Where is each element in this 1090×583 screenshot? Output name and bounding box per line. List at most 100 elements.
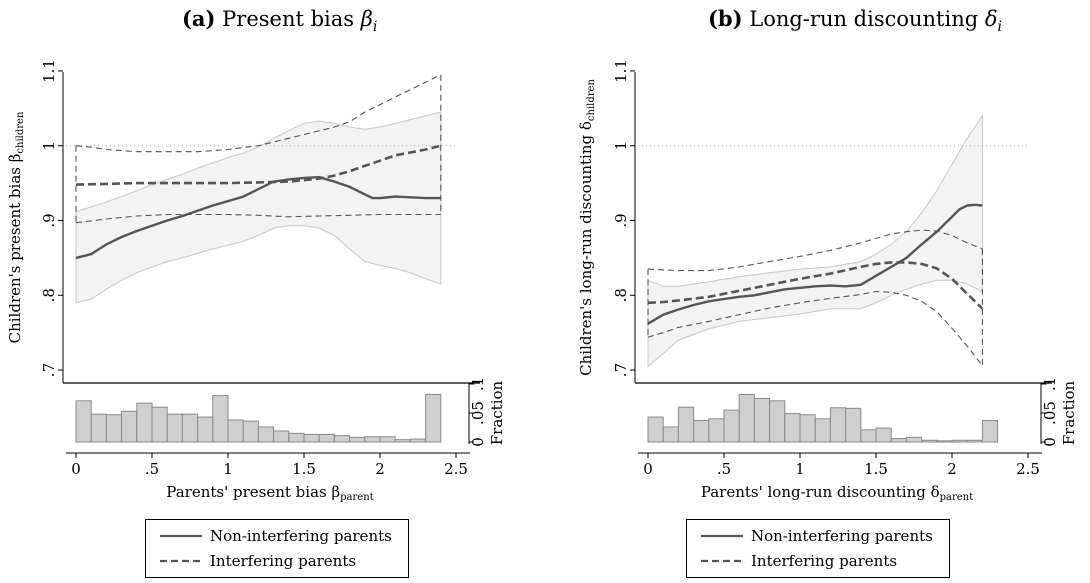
- panel-b-title: (b) Long-run discounting δi: [708, 6, 1002, 35]
- histogram-tick-label: .1: [469, 377, 487, 391]
- histogram-tick-label: .05: [469, 401, 487, 425]
- histogram-bar: [829, 407, 847, 443]
- histogram-bar: [677, 406, 695, 443]
- x-tick-label: 1: [795, 460, 805, 478]
- histogram-bar: [166, 413, 183, 443]
- histogram-bar: [257, 426, 275, 443]
- histogram-bar: [905, 436, 923, 443]
- legend-panel-a: Non-interfering parents Interfering pare…: [145, 519, 409, 578]
- histogram-tick-label: 0: [469, 437, 487, 447]
- interfering-mean-line: [647, 261, 984, 310]
- histogram-bar: [121, 410, 138, 443]
- interfering-mean-line: [75, 144, 442, 186]
- legend-panel-b: Non-interfering parents Interfering pare…: [686, 519, 950, 578]
- histogram-tick-label: 0: [1041, 437, 1059, 447]
- histogram-bar: [90, 413, 107, 443]
- y-tick-label: .7: [612, 363, 630, 377]
- histogram-bar: [769, 400, 786, 443]
- histogram-bar: [394, 439, 411, 443]
- x-tick-label: 2.5: [1016, 460, 1040, 478]
- y-tick-label: 1: [40, 141, 58, 151]
- interfering-ci-upper-line: [647, 229, 983, 272]
- y-tick-label: 1.1: [612, 59, 630, 83]
- y-tick-label: .8: [612, 288, 630, 302]
- y-tick-label: .9: [40, 213, 58, 227]
- x-tick-label: 2: [375, 460, 385, 478]
- histogram-bar: [181, 413, 199, 443]
- histogram-bar: [814, 418, 831, 443]
- histogram-bar: [333, 435, 351, 443]
- x-axis-label-subscript: parent: [340, 492, 374, 503]
- x-axis-label: Parents' long-run discounting δparent: [701, 483, 973, 503]
- panel-b-title-symbol: δ: [984, 7, 998, 31]
- histogram-bar: [151, 406, 168, 443]
- non-interfering-mean-line: [647, 203, 983, 325]
- histogram-bar: [197, 416, 214, 443]
- histogram-bar: [409, 438, 427, 443]
- y-tick-label: .7: [40, 363, 58, 377]
- panel-a-title: (a) Present bias βi: [182, 6, 377, 35]
- histogram-axis-label: Fraction: [488, 380, 506, 445]
- legend-label-non-interfering: Non-interfering parents: [751, 527, 933, 545]
- histogram-bar: [227, 419, 244, 443]
- histogram-bar: [318, 433, 335, 443]
- histogram-bar: [860, 429, 877, 443]
- histogram-bar: [981, 420, 999, 443]
- histogram-bar: [273, 430, 290, 443]
- histogram-bar: [799, 414, 816, 443]
- legend-label-non-interfering: Non-interfering parents: [210, 527, 392, 545]
- solid-line-swatch: [701, 534, 743, 538]
- legend-item-non-interfering: Non-interfering parents: [687, 524, 949, 548]
- panel-b-title-subscript: i: [997, 19, 1003, 36]
- interfering-ci-upper-line: [75, 74, 442, 153]
- histogram-bar: [753, 398, 771, 443]
- dashed-line-swatch: [160, 559, 202, 563]
- x-tick-label: 0: [643, 460, 653, 478]
- histogram-bar: [723, 409, 740, 443]
- histogram-bar: [425, 393, 442, 443]
- histogram-tick-label: .1: [1041, 377, 1059, 391]
- y-axis-label-subscript: children: [15, 111, 26, 154]
- y-axis-label-subscript: children: [586, 79, 597, 122]
- interfering-ci-lower-line: [647, 290, 983, 366]
- histogram-bar: [708, 418, 725, 443]
- panel-a-title-symbol: β: [360, 7, 373, 31]
- y-axis-label: Children's long-run discounting δchildre…: [577, 79, 597, 376]
- legend-item-non-interfering: Non-interfering parents: [146, 524, 408, 548]
- histogram-tick-label: .05: [1041, 401, 1059, 425]
- histogram-bar: [936, 440, 953, 443]
- legend-item-interfering: Interfering parents: [146, 549, 408, 573]
- histogram-bar: [693, 420, 710, 443]
- histogram-bar: [784, 413, 801, 443]
- x-tick-label: .5: [145, 460, 159, 478]
- histogram-bar: [303, 433, 320, 443]
- panel-a-title-text: Present bias: [222, 7, 355, 31]
- histogram-bar: [75, 400, 92, 443]
- panel-b-title-label: (b): [708, 6, 743, 31]
- histogram-bar: [845, 407, 862, 443]
- x-tick-label: 1.5: [292, 460, 316, 478]
- dashed-line-swatch: [701, 559, 743, 563]
- y-tick-label: 1.1: [40, 59, 58, 83]
- histogram-bar: [921, 439, 938, 443]
- histogram-bar: [890, 438, 907, 443]
- legend-label-interfering: Interfering parents: [210, 552, 357, 570]
- histogram-bar: [136, 402, 153, 443]
- histogram-bar: [364, 436, 381, 443]
- ci-band: [647, 114, 983, 368]
- y-tick-label: .8: [40, 288, 58, 302]
- x-tick-label: .5: [717, 460, 731, 478]
- histogram-bar: [105, 414, 123, 443]
- x-tick-label: 0: [71, 460, 81, 478]
- x-axis-label: Parents' present bias βparent: [166, 483, 373, 503]
- x-axis-label-subscript: parent: [940, 492, 974, 503]
- histogram-bar: [379, 436, 396, 443]
- histogram-bar: [738, 393, 755, 443]
- histogram-bar: [212, 395, 229, 443]
- y-tick-label: 1: [612, 141, 630, 151]
- y-tick-label: .9: [612, 213, 630, 227]
- panel-b-title-text: Long-run discounting: [749, 7, 979, 31]
- histogram-bar: [647, 416, 664, 443]
